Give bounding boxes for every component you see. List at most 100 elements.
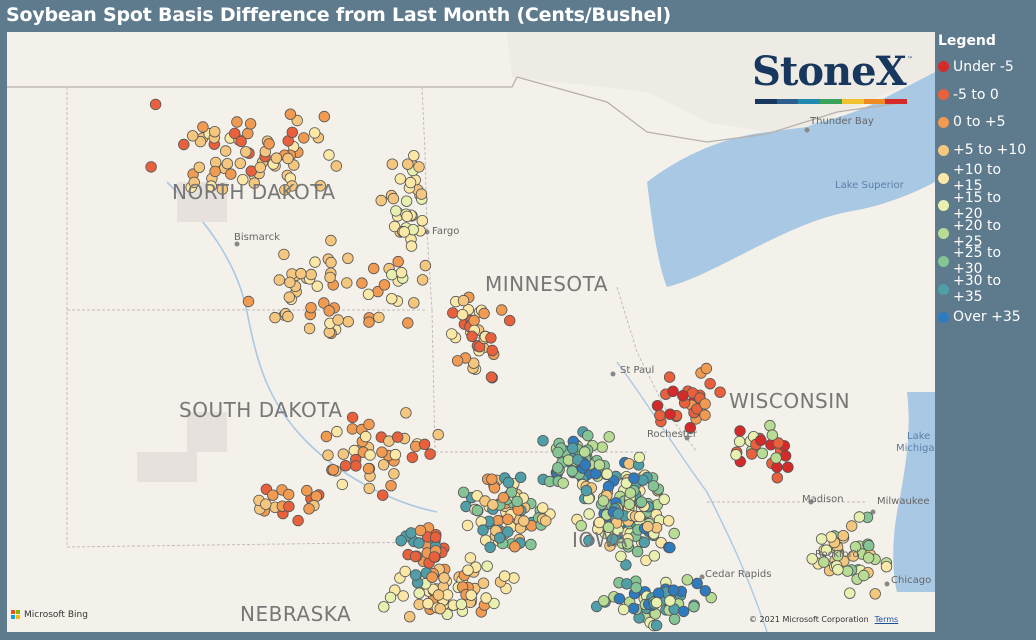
basis-marker[interactable] bbox=[456, 309, 469, 321]
basis-marker[interactable] bbox=[455, 598, 468, 611]
basis-marker[interactable] bbox=[400, 407, 412, 419]
basis-marker[interactable] bbox=[208, 125, 221, 138]
basis-marker[interactable] bbox=[284, 276, 296, 289]
basis-marker[interactable] bbox=[601, 468, 613, 480]
basis-marker[interactable] bbox=[406, 451, 419, 464]
basis-marker[interactable] bbox=[395, 266, 408, 279]
basis-marker[interactable] bbox=[384, 591, 397, 604]
basis-marker[interactable] bbox=[487, 499, 499, 511]
basis-marker[interactable] bbox=[858, 569, 870, 582]
basis-marker[interactable] bbox=[356, 277, 368, 289]
basis-marker[interactable] bbox=[699, 585, 712, 597]
basis-marker[interactable] bbox=[818, 556, 830, 568]
basis-marker[interactable] bbox=[502, 513, 514, 526]
basis-marker[interactable] bbox=[339, 460, 352, 472]
basis-marker[interactable] bbox=[270, 152, 283, 164]
basis-marker[interactable] bbox=[623, 458, 635, 470]
basis-marker[interactable] bbox=[394, 173, 407, 185]
basis-marker[interactable] bbox=[579, 459, 592, 471]
basis-marker[interactable] bbox=[684, 422, 697, 434]
basis-marker[interactable] bbox=[771, 472, 784, 484]
basis-marker[interactable] bbox=[477, 577, 490, 589]
basis-marker[interactable] bbox=[330, 160, 343, 172]
basis-marker[interactable] bbox=[438, 572, 450, 584]
basis-marker[interactable] bbox=[402, 158, 414, 170]
basis-marker[interactable] bbox=[398, 226, 410, 238]
basis-marker[interactable] bbox=[409, 550, 422, 563]
basis-marker[interactable] bbox=[699, 398, 711, 410]
basis-marker[interactable] bbox=[497, 491, 510, 504]
basis-marker[interactable] bbox=[346, 411, 359, 424]
basis-marker[interactable] bbox=[537, 502, 549, 514]
basis-marker[interactable] bbox=[385, 480, 397, 492]
basis-marker[interactable] bbox=[466, 330, 478, 343]
basis-marker[interactable] bbox=[324, 271, 336, 284]
basis-marker[interactable] bbox=[194, 135, 207, 148]
basis-marker[interactable] bbox=[667, 584, 680, 596]
basis-marker[interactable] bbox=[593, 459, 606, 471]
basis-marker[interactable] bbox=[188, 176, 200, 189]
basis-marker[interactable] bbox=[846, 520, 858, 532]
basis-marker[interactable] bbox=[537, 435, 549, 447]
basis-marker[interactable] bbox=[363, 418, 375, 431]
basis-marker[interactable] bbox=[295, 267, 307, 280]
basis-marker[interactable] bbox=[631, 545, 644, 558]
basis-marker[interactable] bbox=[575, 520, 587, 532]
basis-marker[interactable] bbox=[825, 531, 837, 543]
basis-marker[interactable] bbox=[314, 180, 327, 192]
basis-marker[interactable] bbox=[301, 484, 313, 497]
basis-marker[interactable] bbox=[298, 132, 310, 144]
basis-marker[interactable] bbox=[462, 564, 474, 576]
basis-marker[interactable] bbox=[341, 277, 353, 289]
basis-marker[interactable] bbox=[471, 490, 483, 502]
basis-marker[interactable] bbox=[770, 452, 782, 464]
basis-marker[interactable] bbox=[832, 564, 844, 576]
basis-marker[interactable] bbox=[457, 486, 470, 499]
basis-marker[interactable] bbox=[240, 146, 252, 158]
basis-marker[interactable] bbox=[415, 188, 428, 200]
basis-marker[interactable] bbox=[178, 138, 190, 151]
basis-marker[interactable] bbox=[502, 476, 515, 489]
basis-marker[interactable] bbox=[386, 158, 399, 170]
basis-marker[interactable] bbox=[413, 587, 425, 599]
basis-marker[interactable] bbox=[628, 602, 640, 615]
basis-marker[interactable] bbox=[756, 447, 769, 460]
basis-marker[interactable] bbox=[461, 519, 474, 532]
basis-marker[interactable] bbox=[481, 560, 493, 572]
basis-marker[interactable] bbox=[322, 449, 334, 461]
basis-marker[interactable] bbox=[405, 527, 417, 539]
basis-marker[interactable] bbox=[305, 268, 317, 281]
basis-marker[interactable] bbox=[841, 565, 854, 577]
basis-marker[interactable] bbox=[880, 561, 893, 573]
basis-marker[interactable] bbox=[668, 613, 681, 625]
basis-marker[interactable] bbox=[650, 619, 663, 632]
basis-marker[interactable] bbox=[391, 431, 404, 443]
basis-marker[interactable] bbox=[303, 503, 315, 515]
basis-marker[interactable] bbox=[782, 461, 794, 473]
basis-marker[interactable] bbox=[267, 489, 279, 501]
basis-marker[interactable] bbox=[282, 152, 294, 165]
basis-marker[interactable] bbox=[279, 184, 291, 196]
basis-marker[interactable] bbox=[416, 274, 429, 286]
basis-marker[interactable] bbox=[397, 590, 409, 602]
basis-marker[interactable] bbox=[408, 297, 420, 309]
basis-marker[interactable] bbox=[309, 127, 321, 139]
basis-marker[interactable] bbox=[540, 515, 552, 527]
basis-marker[interactable] bbox=[623, 498, 636, 511]
basis-marker[interactable] bbox=[457, 294, 470, 307]
basis-marker[interactable] bbox=[451, 355, 464, 367]
basis-marker[interactable] bbox=[704, 378, 716, 390]
basis-marker[interactable] bbox=[282, 310, 294, 323]
basis-marker[interactable] bbox=[205, 180, 217, 192]
basis-marker[interactable] bbox=[320, 430, 333, 443]
basis-marker[interactable] bbox=[494, 532, 506, 544]
basis-marker[interactable] bbox=[806, 553, 818, 565]
basis-marker[interactable] bbox=[342, 252, 354, 265]
basis-marker[interactable] bbox=[832, 549, 844, 562]
basis-marker[interactable] bbox=[410, 569, 422, 581]
basis-marker[interactable] bbox=[465, 589, 477, 601]
basis-marker[interactable] bbox=[566, 465, 578, 477]
basis-marker[interactable] bbox=[664, 408, 676, 420]
basis-marker[interactable] bbox=[209, 165, 221, 178]
basis-marker[interactable] bbox=[228, 127, 241, 140]
